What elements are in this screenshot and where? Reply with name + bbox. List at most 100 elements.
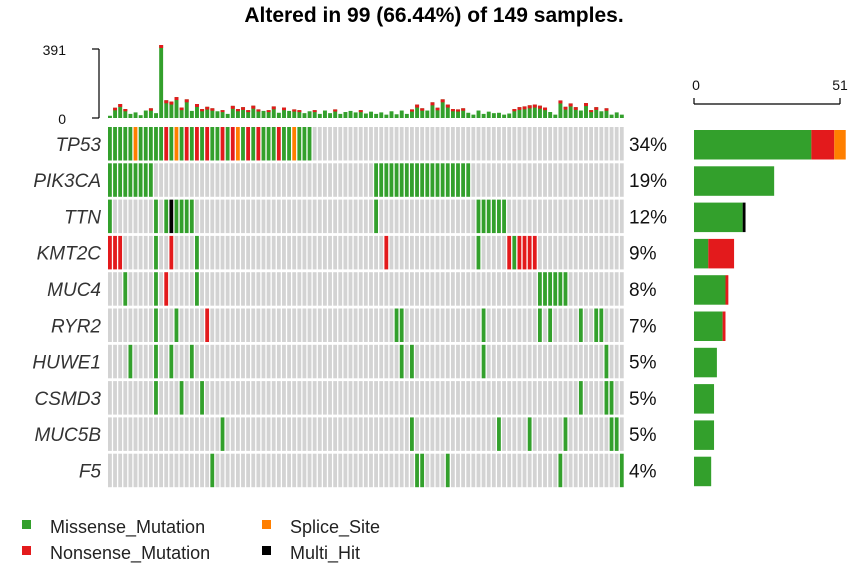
- oncoplot-cell: [189, 235, 194, 270]
- oncoplot-cell: [225, 417, 230, 451]
- oncoplot-cell: [317, 417, 322, 451]
- oncoplot-cell: [430, 163, 435, 197]
- oncoplot-cell: [573, 163, 578, 197]
- oncoplot-cell: [113, 199, 117, 234]
- oncoplot-cell: [404, 417, 409, 451]
- oncoplot-cell: [210, 127, 215, 161]
- oncoplot-cell: [502, 199, 506, 234]
- sample-burden-bar: [317, 113, 322, 118]
- oncoplot-cell: [307, 163, 312, 197]
- sample-burden-bar: [338, 113, 343, 118]
- oncoplot-cell: [512, 163, 517, 197]
- oncoplot-cell: [128, 127, 133, 161]
- oncoplot-cell: [302, 381, 307, 415]
- oncoplot-cell: [614, 272, 619, 306]
- oncoplot-cell: [297, 127, 302, 161]
- oncoplot-cell: [486, 272, 491, 306]
- oncoplot-cell: [154, 199, 158, 234]
- oncoplot-cell: [614, 127, 619, 161]
- oncoplot-cell: [276, 344, 281, 379]
- oncoplot-cell: [246, 453, 251, 488]
- oncoplot-cell: [143, 417, 148, 451]
- oncoplot-cell: [261, 381, 266, 415]
- oncoplot-cell: [174, 235, 179, 270]
- gene-count-bar: [694, 130, 812, 160]
- oncoplot-cell: [363, 381, 368, 415]
- oncoplot-cell: [118, 344, 123, 379]
- oncoplot-cell: [195, 453, 199, 488]
- oncoplot-cell: [292, 272, 297, 306]
- sample-burden-bar-cap: [297, 110, 302, 113]
- oncoplot-cell: [353, 199, 358, 234]
- oncoplot-cell: [184, 308, 189, 342]
- sample-burden-bar-cap: [241, 107, 246, 110]
- gene-labels: TP53 PIK3CA TTN KMT2C MUC4 RYR2 HUWE1 CSMD3 MUC5…: [32, 135, 101, 483]
- oncoplot-cell: [297, 417, 302, 451]
- oncoplot-cell: [128, 199, 133, 234]
- oncoplot-cell: [148, 163, 153, 197]
- oncoplot-cell: [527, 344, 532, 379]
- oncoplot-cell: [148, 417, 153, 451]
- oncoplot-cell: [481, 308, 486, 342]
- sample-burden-bar-cap: [568, 103, 573, 107]
- gene-label: PIK3CA: [33, 171, 101, 192]
- oncoplot-cell: [261, 453, 266, 488]
- oncoplot-cell: [276, 235, 281, 270]
- oncoplot-cell: [507, 272, 512, 306]
- oncoplot-cell: [517, 381, 522, 415]
- oncoplot-cell: [379, 127, 384, 161]
- oncoplot-cell: [164, 344, 169, 379]
- oncoplot-cell: [220, 417, 225, 451]
- oncoplot-cell: [123, 308, 128, 342]
- oncoplot-cell: [113, 381, 117, 415]
- oncoplot-cell: [486, 127, 491, 161]
- oncoplot-cell: [599, 344, 604, 379]
- oncoplot-cell: [410, 199, 414, 234]
- oncoplot-cell: [614, 453, 619, 488]
- sample-burden-bar: [594, 107, 599, 118]
- oncoplot-cell: [568, 381, 573, 415]
- gene-label: TP53: [56, 135, 102, 156]
- oncoplot-cell: [312, 235, 317, 270]
- oncoplot-cell: [251, 417, 256, 451]
- sample-burden-bar: [220, 110, 225, 118]
- oncoplot-cell: [619, 272, 624, 306]
- oncoplot-cell: [128, 235, 133, 270]
- oncoplot-cell: [399, 163, 404, 197]
- oncoplot-cell: [148, 344, 153, 379]
- oncoplot-cell: [522, 235, 527, 270]
- oncoplot-cell: [276, 381, 281, 415]
- oncoplot-cell: [497, 417, 501, 451]
- oncoplot-cell: [558, 272, 563, 306]
- oncoplot-cell: [399, 127, 404, 161]
- oncoplot-cell: [282, 235, 286, 270]
- sample-burden-bar: [230, 105, 235, 118]
- oncoplot-cell: [415, 453, 419, 488]
- oncoplot-cell: [282, 272, 286, 306]
- oncoplot-cell: [123, 272, 128, 306]
- oncoplot-cell: [322, 381, 327, 415]
- oncoplot-cell: [553, 235, 558, 270]
- oncoplot-cell: [128, 381, 133, 415]
- oncoplot-cell: [578, 163, 583, 197]
- percent-label: 5%: [629, 389, 657, 410]
- legend-label-multihit: Multi_Hit: [290, 543, 360, 564]
- oncoplot-cell: [568, 308, 573, 342]
- oncoplot-cell: [189, 272, 194, 306]
- oncoplot-cell: [184, 344, 189, 379]
- oncoplot-cell: [604, 235, 609, 270]
- oncoplot-cell: [297, 308, 302, 342]
- oncoplot-cell: [502, 163, 506, 197]
- oncoplot-cell: [205, 272, 210, 306]
- oncoplot-cell: [563, 127, 568, 161]
- oncoplot-cell: [358, 127, 363, 161]
- sample-burden-bar: [225, 113, 230, 118]
- oncoplot-cell: [215, 272, 220, 306]
- oncoplot-cell: [497, 344, 501, 379]
- oncoplot-cell: [553, 308, 558, 342]
- sample-burden-bar: [169, 101, 174, 118]
- sample-burden-bar: [276, 112, 281, 118]
- oncoplot-cell: [456, 381, 460, 415]
- oncoplot-cell: [348, 308, 353, 342]
